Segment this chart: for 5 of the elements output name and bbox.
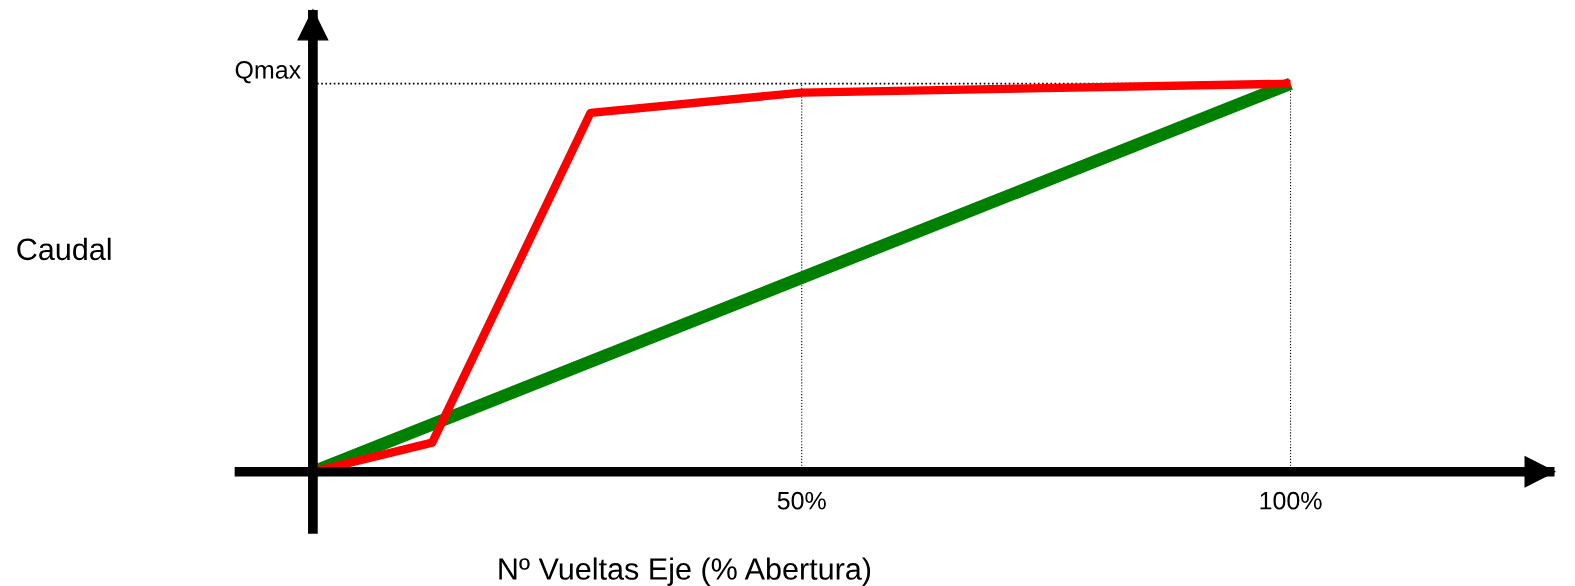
x-tick-label: 50% — [777, 491, 826, 510]
ref-line-label: Qmax — [235, 61, 301, 84]
x-tick-label: 100% — [1260, 491, 1322, 510]
y-axis-title: Caudal — [17, 237, 111, 261]
x-axis-title: Nº Vueltas Eje (% Abertura) — [499, 557, 871, 586]
